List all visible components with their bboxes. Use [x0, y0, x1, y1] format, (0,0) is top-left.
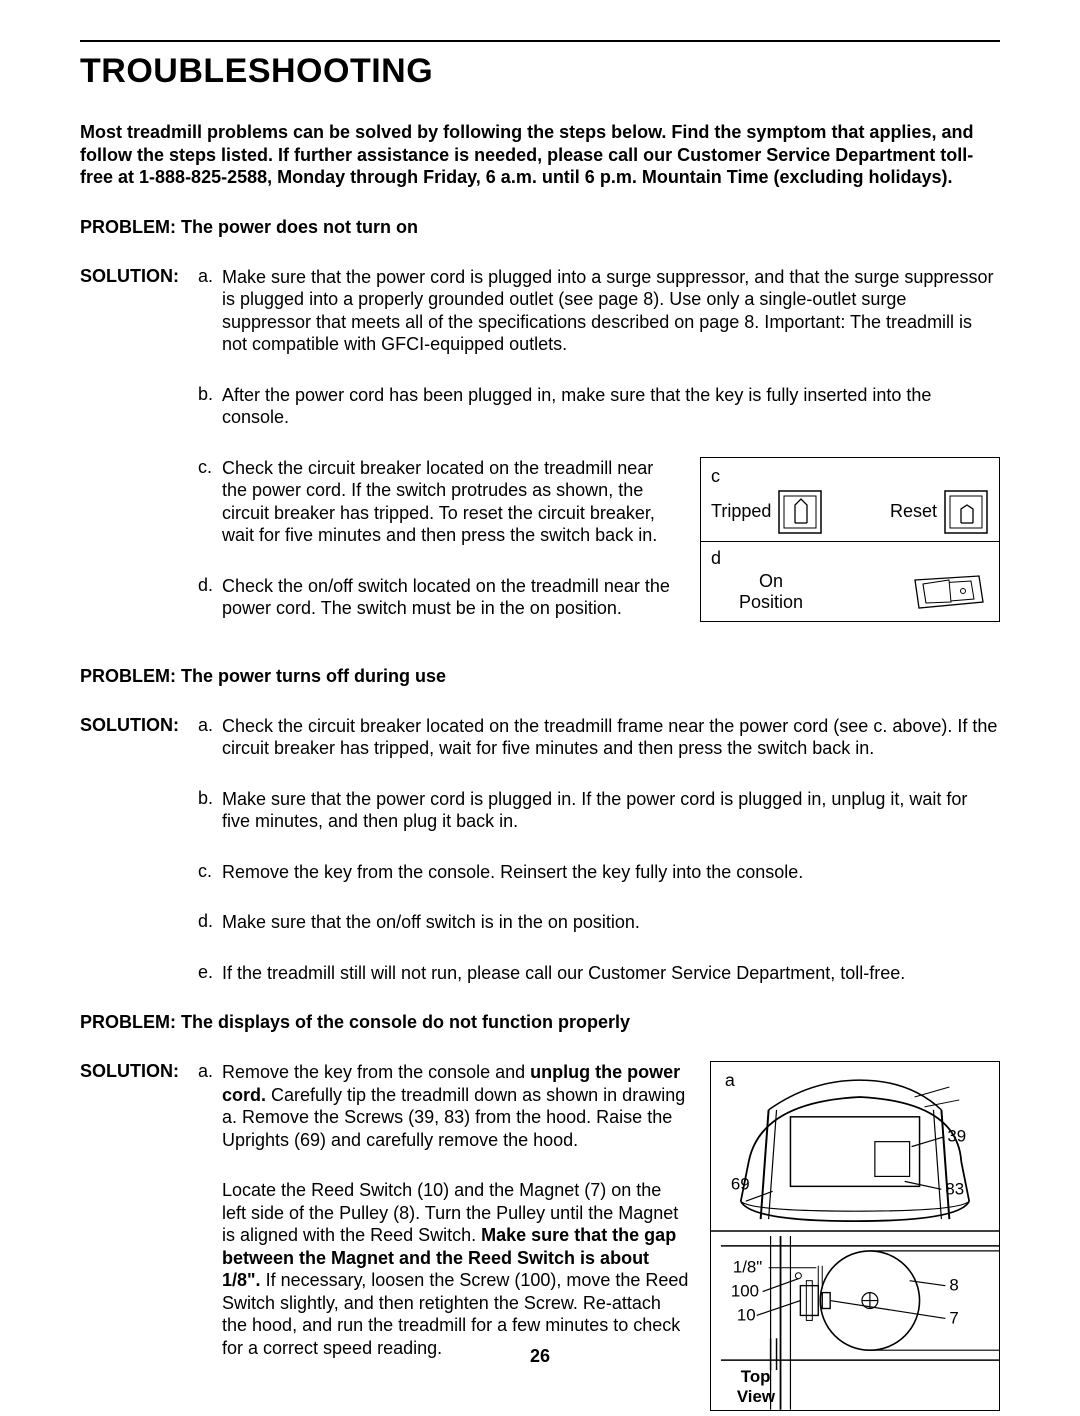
bullet-2d: d.: [198, 911, 222, 934]
solution-2d-row: d. Make sure that the on/off switch is i…: [198, 911, 1000, 934]
p3a-post: Carefully tip the treadmill down as show…: [222, 1085, 685, 1150]
problem-1-label: PROBLEM: The power does not turn on: [80, 217, 1000, 238]
svg-text:7: 7: [949, 1308, 958, 1327]
tripped-switch-icon: [777, 489, 823, 535]
figure-cd: c Tripped Reset: [700, 457, 1000, 622]
bullet-c: c.: [198, 457, 222, 547]
bullet-d: d.: [198, 575, 222, 620]
solution-1a-row: SOLUTION: a. Make sure that the power co…: [80, 266, 1000, 356]
solution-1cd-block: c. Check the circuit breaker located on …: [80, 457, 1000, 630]
page-number: 26: [0, 1346, 1080, 1367]
bullet-b: b.: [198, 384, 222, 429]
reset-switch-icon: [943, 489, 989, 535]
solution-1a-text: Make sure that the power cord is plugged…: [222, 266, 1000, 356]
solution-1c-text: Check the circuit breaker located on the…: [222, 457, 680, 547]
bullet-2b: b.: [198, 788, 222, 833]
solution-1b-text: After the power cord has been plugged in…: [222, 384, 1000, 429]
solution-2c-text: Remove the key from the console. Reinser…: [222, 861, 1000, 884]
svg-text:39: 39: [947, 1127, 966, 1146]
bullet-3a: a.: [198, 1061, 222, 1082]
problem-3-label: PROBLEM: The displays of the console do …: [80, 1012, 1000, 1033]
solution-label-2: SOLUTION:: [80, 715, 198, 736]
svg-text:10: 10: [737, 1305, 756, 1324]
intro-paragraph: Most treadmill problems can be solved by…: [80, 121, 1000, 189]
solution-2b-row: b. Make sure that the power cord is plug…: [198, 788, 1000, 833]
svg-text:1/8": 1/8": [733, 1258, 762, 1277]
svg-text:100: 100: [731, 1282, 759, 1301]
solution-1d-row: d. Check the on/off switch located on th…: [198, 575, 680, 620]
bullet-2a: a.: [198, 715, 222, 736]
figa-letter: a: [725, 1070, 735, 1090]
onoff-switch-icon: [909, 572, 989, 612]
solution-3a-text: Remove the key from the console and unpl…: [222, 1061, 690, 1151]
figure-c-letter: c: [711, 466, 989, 487]
bullet-2e: e.: [198, 962, 222, 985]
solution-1b-row: b. After the power cord has been plugged…: [198, 384, 1000, 429]
solution-1c-row: c. Check the circuit breaker located on …: [198, 457, 680, 547]
svg-text:83: 83: [945, 1179, 964, 1198]
bullet-a: a.: [198, 266, 222, 287]
svg-text:8: 8: [949, 1276, 958, 1295]
svg-text:69: 69: [731, 1174, 750, 1193]
position-label: Position: [711, 592, 831, 613]
solution-3-para2: Locate the Reed Switch (10) and the Magn…: [222, 1179, 690, 1359]
top-rule: [80, 40, 1000, 42]
solution-2e-text: If the treadmill still will not run, ple…: [222, 962, 1000, 985]
reset-label: Reset: [890, 501, 937, 522]
svg-text:View: View: [737, 1387, 776, 1406]
solution-2b-text: Make sure that the power cord is plugged…: [222, 788, 1000, 833]
tripped-label: Tripped: [711, 501, 771, 522]
figure-d-letter: d: [711, 548, 989, 569]
solution-3-para2-text: Locate the Reed Switch (10) and the Magn…: [222, 1179, 690, 1359]
bullet-2c: c.: [198, 861, 222, 884]
p3p2-post: If necessary, loosen the Screw (100), mo…: [222, 1270, 688, 1358]
solution-label-3: SOLUTION:: [80, 1061, 198, 1082]
solution-2a-text: Check the circuit breaker located on the…: [222, 715, 1000, 760]
solution-1d-text: Check the on/off switch located on the t…: [222, 575, 680, 620]
p3a-pre: Remove the key from the console and: [222, 1062, 530, 1082]
on-label: On: [711, 571, 831, 592]
solution-2c-row: c. Remove the key from the console. Rein…: [198, 861, 1000, 884]
page-title: TROUBLESHOOTING: [80, 52, 1000, 91]
svg-text:Top: Top: [741, 1367, 771, 1386]
solution-2e-row: e. If the treadmill still will not run, …: [198, 962, 1000, 985]
problem-2-label: PROBLEM: The power turns off during use: [80, 666, 1000, 687]
solution-2d-text: Make sure that the on/off switch is in t…: [222, 911, 1000, 934]
solution-2a-row: SOLUTION: a. Check the circuit breaker l…: [80, 715, 1000, 760]
solution-3a-row: SOLUTION: a. Remove the key from the con…: [80, 1061, 690, 1151]
solution-label: SOLUTION:: [80, 266, 198, 287]
